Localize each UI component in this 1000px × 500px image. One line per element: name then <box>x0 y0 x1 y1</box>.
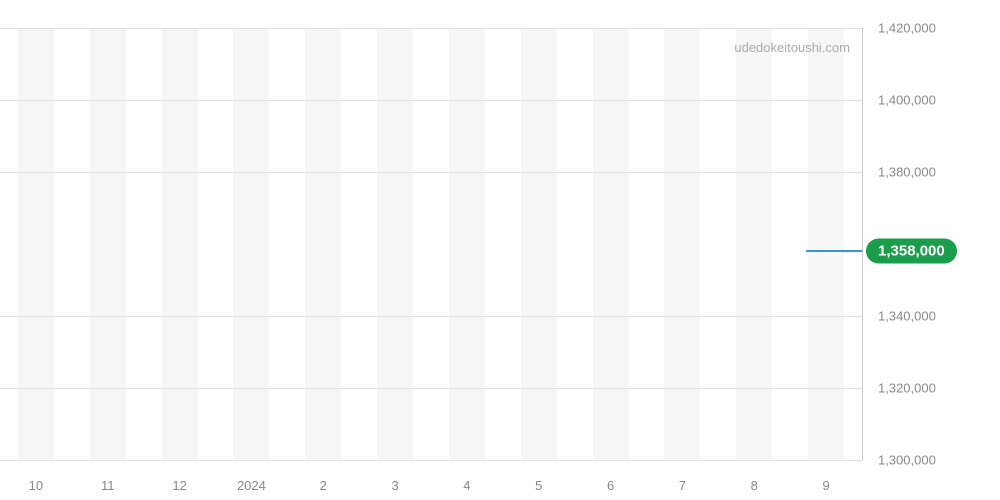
x-tick-label: 8 <box>751 478 758 493</box>
chart-gridline <box>0 100 862 101</box>
chart-gridline <box>0 172 862 173</box>
chart-gridline <box>0 460 862 461</box>
x-tick-label: 2 <box>320 478 327 493</box>
chart-gridline <box>0 28 862 29</box>
chart-vband <box>736 28 772 460</box>
x-tick-label: 7 <box>679 478 686 493</box>
chart-vband <box>521 28 557 460</box>
plot-area <box>0 28 862 460</box>
x-tick-label: 10 <box>29 478 43 493</box>
chart-vband <box>90 28 126 460</box>
y-tick-label: 1,380,000 <box>878 165 936 180</box>
y-tick-label: 1,400,000 <box>878 93 936 108</box>
chart-vband <box>664 28 700 460</box>
chart-vband <box>162 28 198 460</box>
chart-vband <box>233 28 269 460</box>
chart-vband <box>377 28 413 460</box>
y-tick-label: 1,340,000 <box>878 309 936 324</box>
x-tick-label: 5 <box>535 478 542 493</box>
y-axis-line <box>862 28 863 460</box>
x-tick-label: 4 <box>463 478 470 493</box>
chart-vband <box>305 28 341 460</box>
x-tick-label: 12 <box>172 478 186 493</box>
chart-gridline <box>0 388 862 389</box>
x-tick-label: 2024 <box>237 478 266 493</box>
chart-vband <box>593 28 629 460</box>
x-tick-label: 6 <box>607 478 614 493</box>
chart-vband <box>449 28 485 460</box>
watermark-text: udedokeitoushi.com <box>734 40 850 55</box>
y-tick-label: 1,420,000 <box>878 21 936 36</box>
x-tick-label: 9 <box>822 478 829 493</box>
y-tick-label: 1,320,000 <box>878 381 936 396</box>
chart-gridline <box>0 316 862 317</box>
price-chart: 1,300,000 1,320,000 1,340,000 1,380,000 1,40… <box>0 0 1000 500</box>
x-tick-label: 11 <box>101 478 115 493</box>
chart-vband <box>18 28 54 460</box>
current-price-badge: 1,358,000 <box>866 239 957 264</box>
chart-vband <box>808 28 844 460</box>
x-tick-label: 3 <box>391 478 398 493</box>
y-tick-label: 1,300,000 <box>878 453 936 468</box>
price-line <box>806 250 862 252</box>
